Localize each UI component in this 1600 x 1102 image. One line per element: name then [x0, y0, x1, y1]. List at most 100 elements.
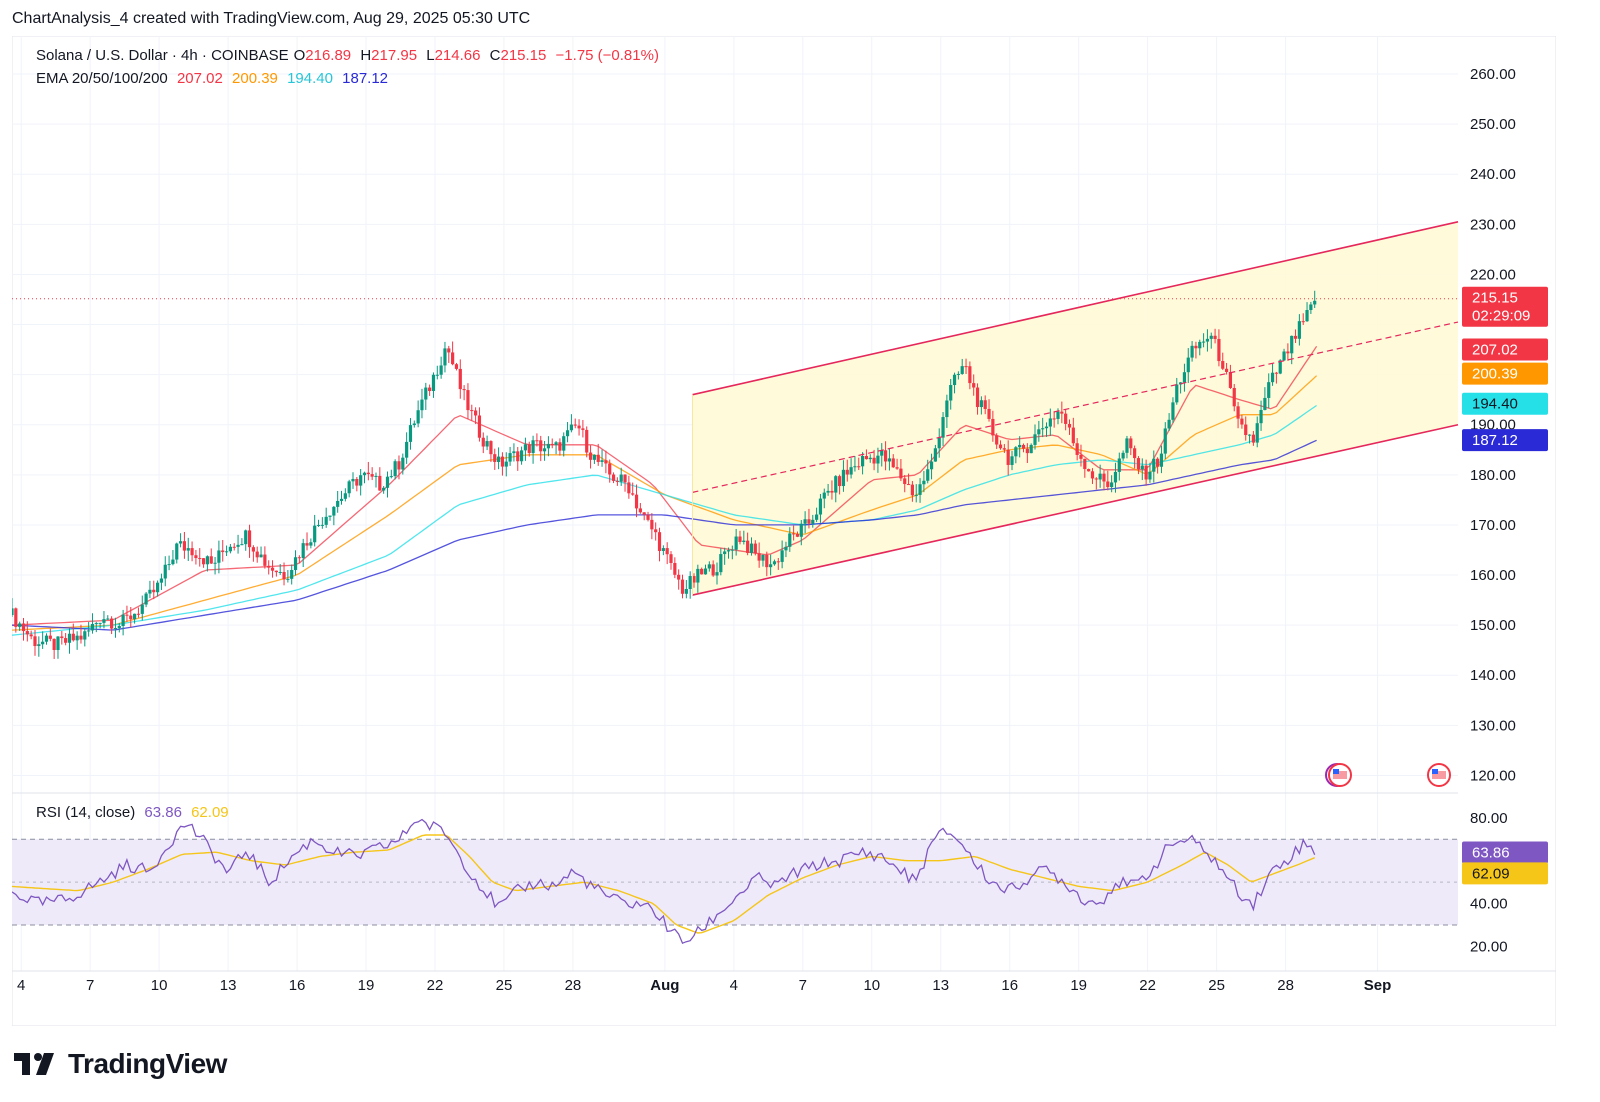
candle[interactable]: [420, 388, 424, 419]
candle[interactable]: [753, 540, 757, 556]
candle[interactable]: [600, 449, 604, 467]
candle[interactable]: [1121, 450, 1125, 461]
candle[interactable]: [301, 538, 305, 568]
candle[interactable]: [41, 631, 45, 649]
candle[interactable]: [922, 470, 926, 493]
candle[interactable]: [1236, 401, 1240, 429]
candle[interactable]: [631, 482, 635, 496]
candle[interactable]: [811, 514, 815, 528]
candle[interactable]: [305, 532, 309, 551]
candle[interactable]: [1102, 470, 1106, 491]
candle[interactable]: [734, 528, 738, 556]
candle[interactable]: [1259, 400, 1263, 431]
candle[interactable]: [1217, 329, 1221, 367]
candle[interactable]: [451, 341, 455, 366]
candle[interactable]: [998, 440, 1003, 450]
candle[interactable]: [1052, 411, 1056, 428]
candle[interactable]: [554, 441, 558, 455]
candle[interactable]: [493, 448, 497, 470]
candle[interactable]: [711, 560, 715, 577]
candle[interactable]: [443, 341, 447, 373]
candle[interactable]: [504, 452, 508, 477]
candle[interactable]: [1267, 373, 1271, 409]
us-flag-event-icon[interactable]: [1325, 763, 1352, 787]
candle[interactable]: [25, 621, 29, 642]
candle[interactable]: [1018, 436, 1022, 458]
candle[interactable]: [244, 529, 248, 551]
candle[interactable]: [1006, 440, 1010, 476]
candle[interactable]: [462, 385, 466, 401]
candle[interactable]: [677, 569, 681, 590]
candle[interactable]: [182, 531, 187, 559]
candle[interactable]: [1125, 435, 1129, 459]
candle[interactable]: [512, 443, 516, 462]
candle[interactable]: [1144, 459, 1148, 486]
candle[interactable]: [565, 422, 570, 443]
candle[interactable]: [1244, 416, 1248, 441]
candle[interactable]: [592, 454, 596, 464]
candle[interactable]: [807, 508, 811, 529]
candle[interactable]: [1148, 462, 1152, 483]
candle[interactable]: [1060, 401, 1064, 424]
candle[interactable]: [1228, 364, 1233, 389]
candle[interactable]: [964, 358, 968, 374]
candle[interactable]: [316, 519, 321, 527]
candle[interactable]: [1079, 444, 1083, 467]
candle[interactable]: [159, 573, 164, 591]
candle[interactable]: [539, 435, 543, 462]
candle[interactable]: [332, 505, 336, 526]
candle[interactable]: [646, 511, 650, 522]
candle[interactable]: [1014, 446, 1018, 464]
candle[interactable]: [351, 472, 355, 489]
candle[interactable]: [784, 541, 788, 558]
candle[interactable]: [87, 622, 91, 637]
candle[interactable]: [941, 412, 945, 446]
candle[interactable]: [1305, 302, 1309, 322]
candle[interactable]: [286, 570, 290, 583]
candle[interactable]: [960, 358, 964, 375]
candle[interactable]: [98, 622, 102, 629]
candle[interactable]: [263, 546, 267, 569]
candle[interactable]: [1064, 409, 1068, 431]
candle[interactable]: [1186, 348, 1190, 383]
candle[interactable]: [133, 613, 137, 624]
candle[interactable]: [1110, 475, 1114, 493]
candle[interactable]: [765, 551, 769, 577]
candle[interactable]: [650, 513, 654, 540]
candle[interactable]: [715, 562, 719, 585]
candle[interactable]: [761, 554, 765, 567]
candle[interactable]: [496, 447, 501, 470]
candle[interactable]: [190, 541, 194, 562]
candle[interactable]: [374, 472, 378, 488]
candle[interactable]: [117, 623, 121, 633]
candle[interactable]: [282, 562, 286, 586]
candle[interactable]: [1198, 339, 1202, 356]
candle[interactable]: [688, 571, 692, 599]
candle[interactable]: [140, 595, 144, 621]
candle[interactable]: [627, 475, 631, 499]
candle[interactable]: [378, 467, 382, 491]
candle[interactable]: [895, 458, 899, 470]
candle[interactable]: [615, 477, 619, 486]
candle[interactable]: [1313, 290, 1317, 308]
candle[interactable]: [1309, 301, 1313, 314]
ema-label[interactable]: EMA 20/50/100/200: [36, 70, 168, 87]
candle[interactable]: [44, 633, 49, 645]
candle[interactable]: [278, 564, 282, 575]
candle[interactable]: [83, 628, 87, 647]
candle[interactable]: [979, 396, 983, 415]
chart-svg[interactable]: 260.00250.00240.00230.00220.00190.00180.…: [10, 35, 1557, 1027]
candle[interactable]: [171, 550, 175, 566]
candle[interactable]: [853, 456, 857, 472]
candle[interactable]: [1297, 314, 1301, 346]
candle[interactable]: [680, 574, 685, 599]
candle[interactable]: [14, 607, 18, 633]
candle[interactable]: [968, 361, 972, 390]
candle[interactable]: [18, 621, 22, 631]
candle[interactable]: [1201, 333, 1206, 348]
candle[interactable]: [1033, 424, 1037, 450]
candle[interactable]: [723, 547, 727, 565]
candle[interactable]: [408, 418, 413, 450]
candle[interactable]: [178, 533, 183, 548]
candle[interactable]: [860, 452, 865, 475]
